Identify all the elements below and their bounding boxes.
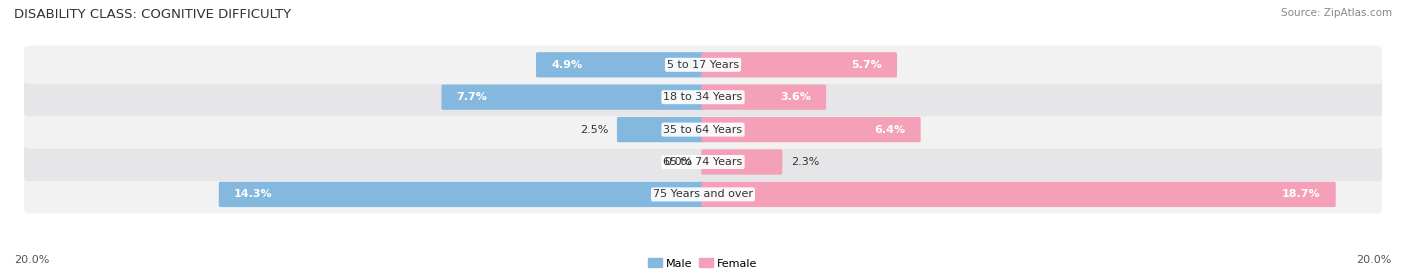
FancyBboxPatch shape xyxy=(702,149,782,175)
Text: 20.0%: 20.0% xyxy=(14,255,49,265)
FancyBboxPatch shape xyxy=(24,175,1382,214)
FancyBboxPatch shape xyxy=(702,182,1336,207)
Text: 5.7%: 5.7% xyxy=(851,60,882,70)
Text: 0.0%: 0.0% xyxy=(665,157,693,167)
Text: 5 to 17 Years: 5 to 17 Years xyxy=(666,60,740,70)
FancyBboxPatch shape xyxy=(702,85,827,110)
Text: 18 to 34 Years: 18 to 34 Years xyxy=(664,92,742,102)
FancyBboxPatch shape xyxy=(24,78,1382,116)
Text: 65 to 74 Years: 65 to 74 Years xyxy=(664,157,742,167)
Text: 6.4%: 6.4% xyxy=(875,124,905,135)
Text: 3.6%: 3.6% xyxy=(780,92,811,102)
FancyBboxPatch shape xyxy=(617,117,704,142)
Text: 20.0%: 20.0% xyxy=(1357,255,1392,265)
FancyBboxPatch shape xyxy=(24,143,1382,181)
Text: 7.7%: 7.7% xyxy=(457,92,488,102)
Text: 35 to 64 Years: 35 to 64 Years xyxy=(664,124,742,135)
Text: 2.3%: 2.3% xyxy=(790,157,820,167)
FancyBboxPatch shape xyxy=(702,117,921,142)
FancyBboxPatch shape xyxy=(24,46,1382,84)
Text: 2.5%: 2.5% xyxy=(581,124,609,135)
Text: 4.9%: 4.9% xyxy=(551,60,582,70)
FancyBboxPatch shape xyxy=(24,110,1382,149)
Text: 14.3%: 14.3% xyxy=(233,189,273,200)
FancyBboxPatch shape xyxy=(441,85,704,110)
FancyBboxPatch shape xyxy=(702,52,897,77)
Text: 18.7%: 18.7% xyxy=(1282,189,1320,200)
Text: 75 Years and over: 75 Years and over xyxy=(652,189,754,200)
Text: Source: ZipAtlas.com: Source: ZipAtlas.com xyxy=(1281,8,1392,18)
FancyBboxPatch shape xyxy=(219,182,704,207)
Text: DISABILITY CLASS: COGNITIVE DIFFICULTY: DISABILITY CLASS: COGNITIVE DIFFICULTY xyxy=(14,8,291,21)
FancyBboxPatch shape xyxy=(536,52,704,77)
Legend: Male, Female: Male, Female xyxy=(644,254,762,270)
